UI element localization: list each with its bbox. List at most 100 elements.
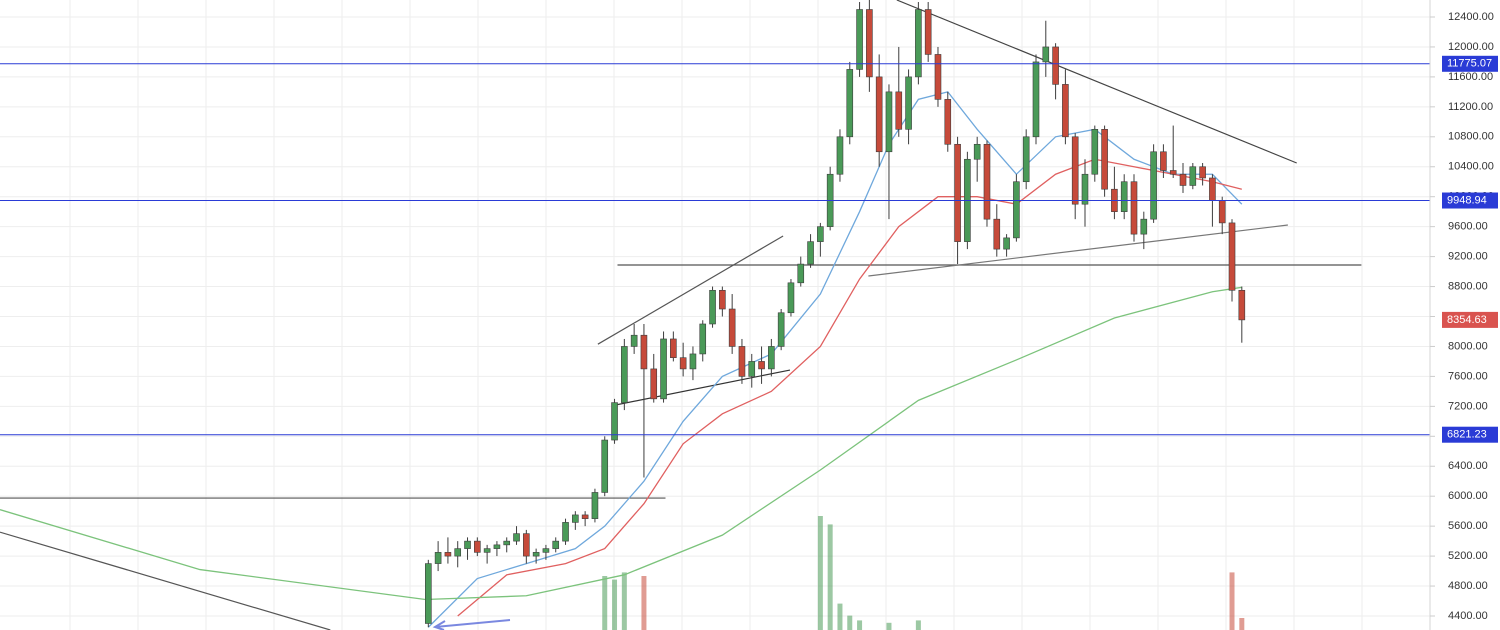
y-tick-label: 6400.00 [1448,460,1488,472]
last-price-label: 8354.63 [1447,314,1487,326]
trend-line [868,224,1288,277]
candle-body [915,9,922,78]
price-badge-label: 6821.23 [1447,429,1487,441]
candle-body [836,136,844,175]
volume-bar [827,524,833,630]
y-tick-label: 7600.00 [1448,370,1488,382]
volume-bar [817,516,823,630]
candle-body [581,514,589,519]
candle-body [1081,173,1089,205]
volume-bar [612,579,618,630]
candle-body [474,540,481,553]
y-tick-label: 10800.00 [1448,131,1494,143]
y-tick-label: 12000.00 [1448,41,1494,53]
candle-body [1179,173,1187,186]
candle-body [797,263,805,284]
candle-body [650,368,658,400]
candle-body [434,552,442,564]
candle-body [1189,166,1197,186]
volume-bar [915,620,921,630]
candle-body [1209,177,1216,201]
candle-body [1071,136,1079,205]
candle-body [1199,166,1206,179]
candle-body [846,69,854,138]
candle-body [640,334,648,370]
candle-body [787,282,795,314]
volume-bar [602,576,608,630]
candle-body [1238,289,1246,321]
candle-body [1022,136,1030,183]
y-tick-label: 8000.00 [1448,340,1488,352]
candle-body [611,402,618,441]
candle-body [1003,237,1010,250]
arrow-drawing [434,619,511,628]
candle-body [542,548,550,553]
candle-body [885,91,893,153]
y-tick-label: 4400.00 [1448,610,1488,622]
price-lines-layer [0,63,1430,436]
candle-body [934,54,942,100]
candle-body [807,241,814,265]
candle-body [1130,181,1138,235]
candle-body [601,439,609,493]
y-tick-label: 5600.00 [1448,520,1488,532]
candle-body [1091,129,1099,175]
candle-body [709,289,716,325]
y-tick-label: 6000.00 [1448,490,1488,502]
candle-body [768,346,775,370]
y-tick-label: 5200.00 [1448,550,1488,562]
candle-body [728,308,736,347]
y-tick-label: 11200.00 [1448,101,1493,113]
candle-body [875,76,883,153]
candle-body [660,338,667,400]
candle-body [1062,84,1069,138]
candle-body [924,9,932,55]
candle-body [1160,151,1167,171]
trend-line [0,531,331,630]
y-tick-label: 7200.00 [1448,400,1488,412]
candle-body [670,338,677,358]
volume-bar [641,576,647,630]
trend-line [597,235,784,345]
price-badge-label: 11775.07 [1447,58,1492,70]
candle-body [621,346,628,403]
candle-body [719,289,726,310]
candle-body [1169,170,1177,175]
candle-body [1228,222,1236,291]
price-badge [1442,426,1498,443]
candle-body [748,361,756,377]
candle-body [591,492,599,519]
price-badge [1442,55,1498,72]
candle-body [552,540,560,549]
volume-bar [1239,618,1245,630]
candle-body [1052,46,1059,85]
y-tick-label: 12400.00 [1448,11,1494,23]
y-tick-label: 10400.00 [1448,161,1494,173]
candle-body [503,540,511,546]
candle-body [738,346,746,377]
candle-body [425,563,432,624]
y-tick-label: 4800.00 [1448,580,1488,592]
candle-body [483,548,491,553]
candle-body [464,540,471,549]
arrow-head [432,620,446,630]
candle-body [1013,181,1020,239]
candle-body [777,312,785,347]
candle-body [895,91,903,130]
y-tick-label: 9600.00 [1448,221,1488,233]
volume-bar [857,620,863,630]
candle-body [1150,151,1157,220]
last-price-badge [1442,311,1498,328]
volume-bar [847,615,853,630]
candle-body [689,353,697,370]
candle-body [817,226,824,242]
volume-bar [837,603,843,630]
moving-average-line [427,91,1243,628]
trend-line [896,0,1297,164]
candle-body [444,552,452,557]
candle-body [513,533,520,542]
volume-bar [621,572,627,630]
drawings-layer [0,0,1362,630]
price-badge [1442,192,1498,209]
